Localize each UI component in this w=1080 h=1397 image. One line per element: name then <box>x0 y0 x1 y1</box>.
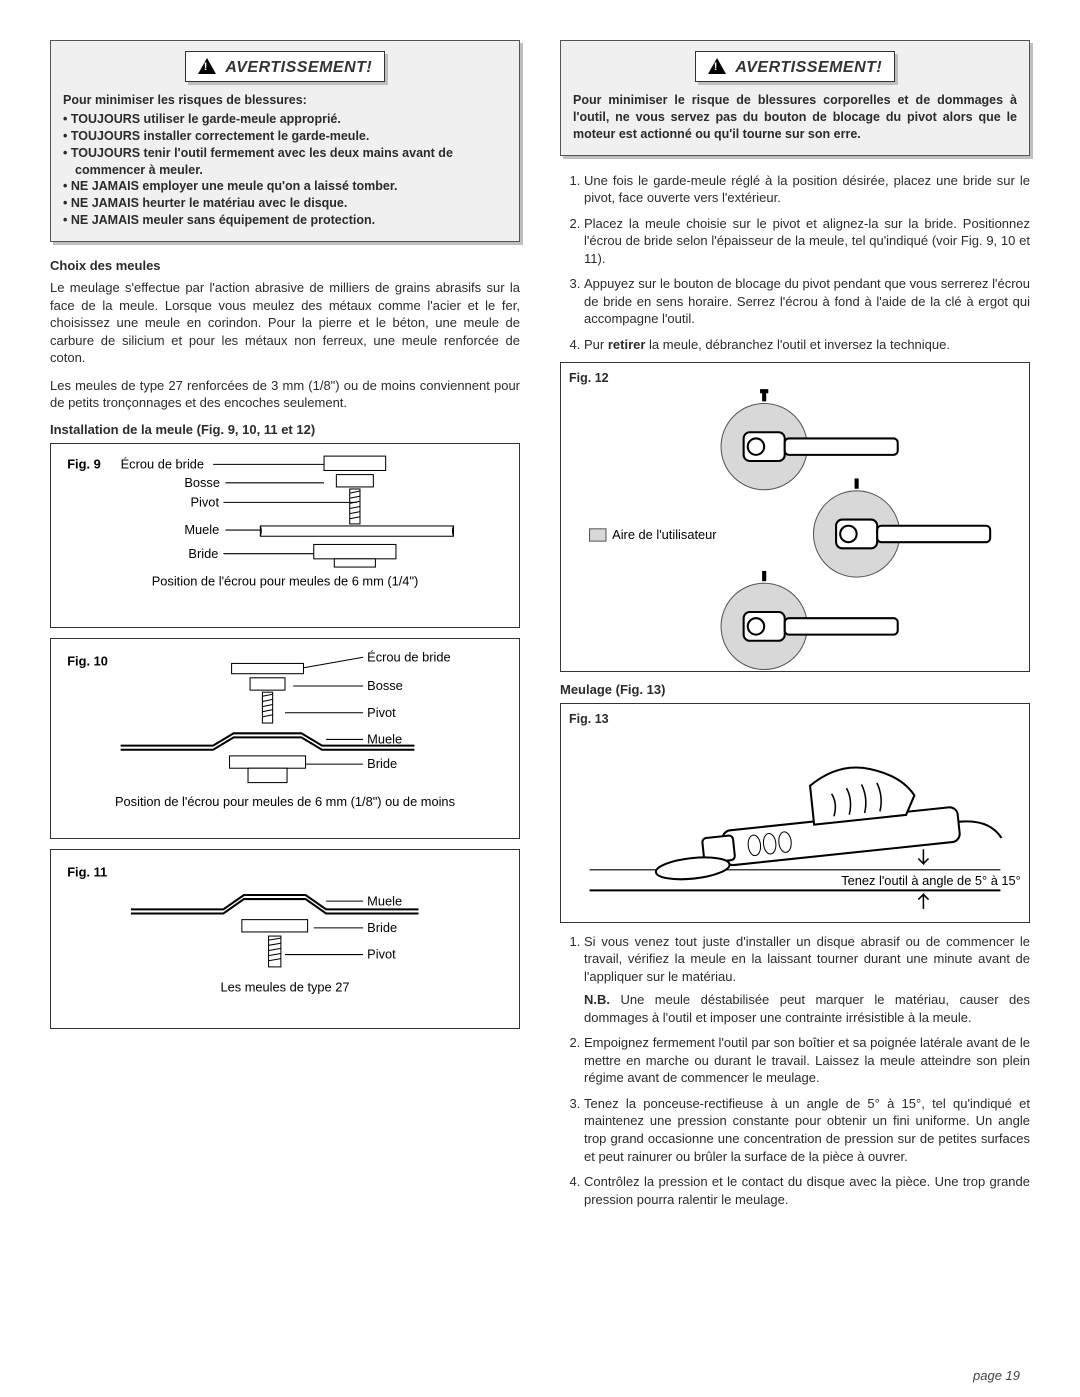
steps-list-2: Si vous venez tout juste d'installer un … <box>560 933 1030 1209</box>
paragraph: Les meules de type 27 renforcées de 3 mm… <box>50 377 520 412</box>
svg-text:Bride: Bride <box>367 920 397 935</box>
warning-item: NE JAMAIS meuler sans équipement de prot… <box>63 212 507 229</box>
warning-box-right: AVERTISSEMENT! Pour minimiser le risque … <box>560 40 1030 156</box>
warning-label: AVERTISSEMENT! <box>225 59 372 76</box>
svg-text:Pivot: Pivot <box>367 947 396 962</box>
svg-text:Position de l'écrou pour meule: Position de l'écrou pour meules de 6 mm … <box>152 573 419 588</box>
svg-text:Tenez l'outil à angle de 5° à: Tenez l'outil à angle de 5° à 15° <box>841 873 1021 888</box>
warning-label: AVERTISSEMENT! <box>735 59 882 76</box>
figure-12-svg: Aire de l'utilisateur <box>569 385 1021 673</box>
figure-10: Fig. 10 Écrou de bride Bosse Pivot Muele… <box>50 638 520 839</box>
warning-item: TOUJOURS installer correctement le garde… <box>63 128 507 145</box>
warning-banner: AVERTISSEMENT! <box>185 51 385 82</box>
list-item: Appuyez sur le bouton de blocage du pivo… <box>584 275 1030 328</box>
warning-item: NE JAMAIS heurter le matériau avec le di… <box>63 195 507 212</box>
svg-text:Bosse: Bosse <box>367 678 403 693</box>
warning-banner: AVERTISSEMENT! <box>695 51 895 82</box>
svg-text:Écrou de bride: Écrou de bride <box>121 456 204 471</box>
figure-11-svg: Fig. 11 Muele Bride Pivot Les meules de … <box>59 858 511 1017</box>
list-item: Pur retirer la meule, débranchez l'outil… <box>584 336 1030 354</box>
list-item: Placez la meule choisie sur le pivot et … <box>584 215 1030 268</box>
section-head-choix: Choix des meules <box>50 258 520 273</box>
bold: retirer <box>608 337 646 352</box>
figure-12: Fig. 12 <box>560 362 1030 672</box>
list-item: Si vous venez tout juste d'installer un … <box>584 933 1030 1027</box>
svg-text:Bride: Bride <box>367 756 397 771</box>
figure-13-svg: Tenez l'outil à angle de 5° à 15° <box>569 726 1021 921</box>
svg-text:Position de l'écrou pour meule: Position de l'écrou pour meules de 6 mm … <box>115 794 455 809</box>
text: Pur <box>584 337 608 352</box>
list-item: Tenez la ponceuse-rectifieuse à un angle… <box>584 1095 1030 1165</box>
fig9-label: Fig. 9 <box>67 456 101 471</box>
warning-list: TOUJOURS utiliser le garde-meule appropr… <box>63 111 507 229</box>
warning-item: TOUJOURS utiliser le garde-meule appropr… <box>63 111 507 128</box>
figure-10-svg: Fig. 10 Écrou de bride Bosse Pivot Muele… <box>59 647 511 827</box>
text: Si vous venez tout juste d'installer un … <box>584 934 1030 984</box>
warning-box-left: AVERTISSEMENT! Pour minimiser les risque… <box>50 40 520 242</box>
warning-intro: Pour minimiser les risques de blessures: <box>63 92 507 109</box>
figure-9: Fig. 9 Écrou de bride Bosse Pivot Muele … <box>50 443 520 628</box>
figure-11: Fig. 11 Muele Bride Pivot Les meules de … <box>50 849 520 1029</box>
svg-text:Bride: Bride <box>188 546 218 561</box>
svg-text:Muele: Muele <box>367 893 402 908</box>
page-number: page 19 <box>973 1368 1020 1383</box>
list-item: Contrôlez la pression et le contact du d… <box>584 1173 1030 1208</box>
list-item: Empoignez fermement l'outil par son boît… <box>584 1034 1030 1087</box>
warning-triangle-icon <box>708 58 726 74</box>
text: Une meule déstabilisée peut marquer le m… <box>584 992 1030 1025</box>
text: la meule, débranchez l'outil et inversez… <box>645 337 950 352</box>
svg-text:Fig. 11: Fig. 11 <box>67 864 107 879</box>
svg-text:Muele: Muele <box>184 522 219 537</box>
svg-text:Pivot: Pivot <box>367 705 396 720</box>
fig12-label: Fig. 12 <box>569 371 1021 385</box>
list-item: Une fois le garde-meule réglé à la posit… <box>584 172 1030 207</box>
figure-13: Fig. 13 <box>560 703 1030 923</box>
svg-text:Écrou de bride: Écrou de bride <box>367 650 450 665</box>
bold: N.B. <box>584 992 610 1007</box>
figure-9-svg: Fig. 9 Écrou de bride Bosse Pivot Muele … <box>59 452 511 616</box>
right-column: AVERTISSEMENT! Pour minimiser le risque … <box>560 40 1030 1216</box>
section-head-meulage: Meulage (Fig. 13) <box>560 682 1030 697</box>
svg-text:Fig. 10: Fig. 10 <box>67 654 108 669</box>
svg-text:Pivot: Pivot <box>190 494 219 509</box>
svg-text:Bosse: Bosse <box>184 475 220 490</box>
warning-text: Pour minimiser le risque de blessures co… <box>573 92 1017 143</box>
svg-text:Les meules de type 27: Les meules de type 27 <box>220 979 349 994</box>
warning-item: NE JAMAIS employer une meule qu'on a lai… <box>63 178 507 195</box>
paragraph: Le meulage s'effectue par l'action abras… <box>50 279 520 367</box>
warning-item: TOUJOURS tenir l'outil fermement avec le… <box>63 145 507 179</box>
steps-list-1: Une fois le garde-meule réglé à la posit… <box>560 172 1030 354</box>
warning-triangle-icon <box>198 58 216 74</box>
svg-text:Muele: Muele <box>367 732 402 747</box>
fig13-label: Fig. 13 <box>569 712 1021 726</box>
svg-text:Aire de l'utilisateur: Aire de l'utilisateur <box>612 527 717 542</box>
section-head-install: Installation de la meule (Fig. 9, 10, 11… <box>50 422 520 437</box>
left-column: AVERTISSEMENT! Pour minimiser les risque… <box>50 40 520 1216</box>
